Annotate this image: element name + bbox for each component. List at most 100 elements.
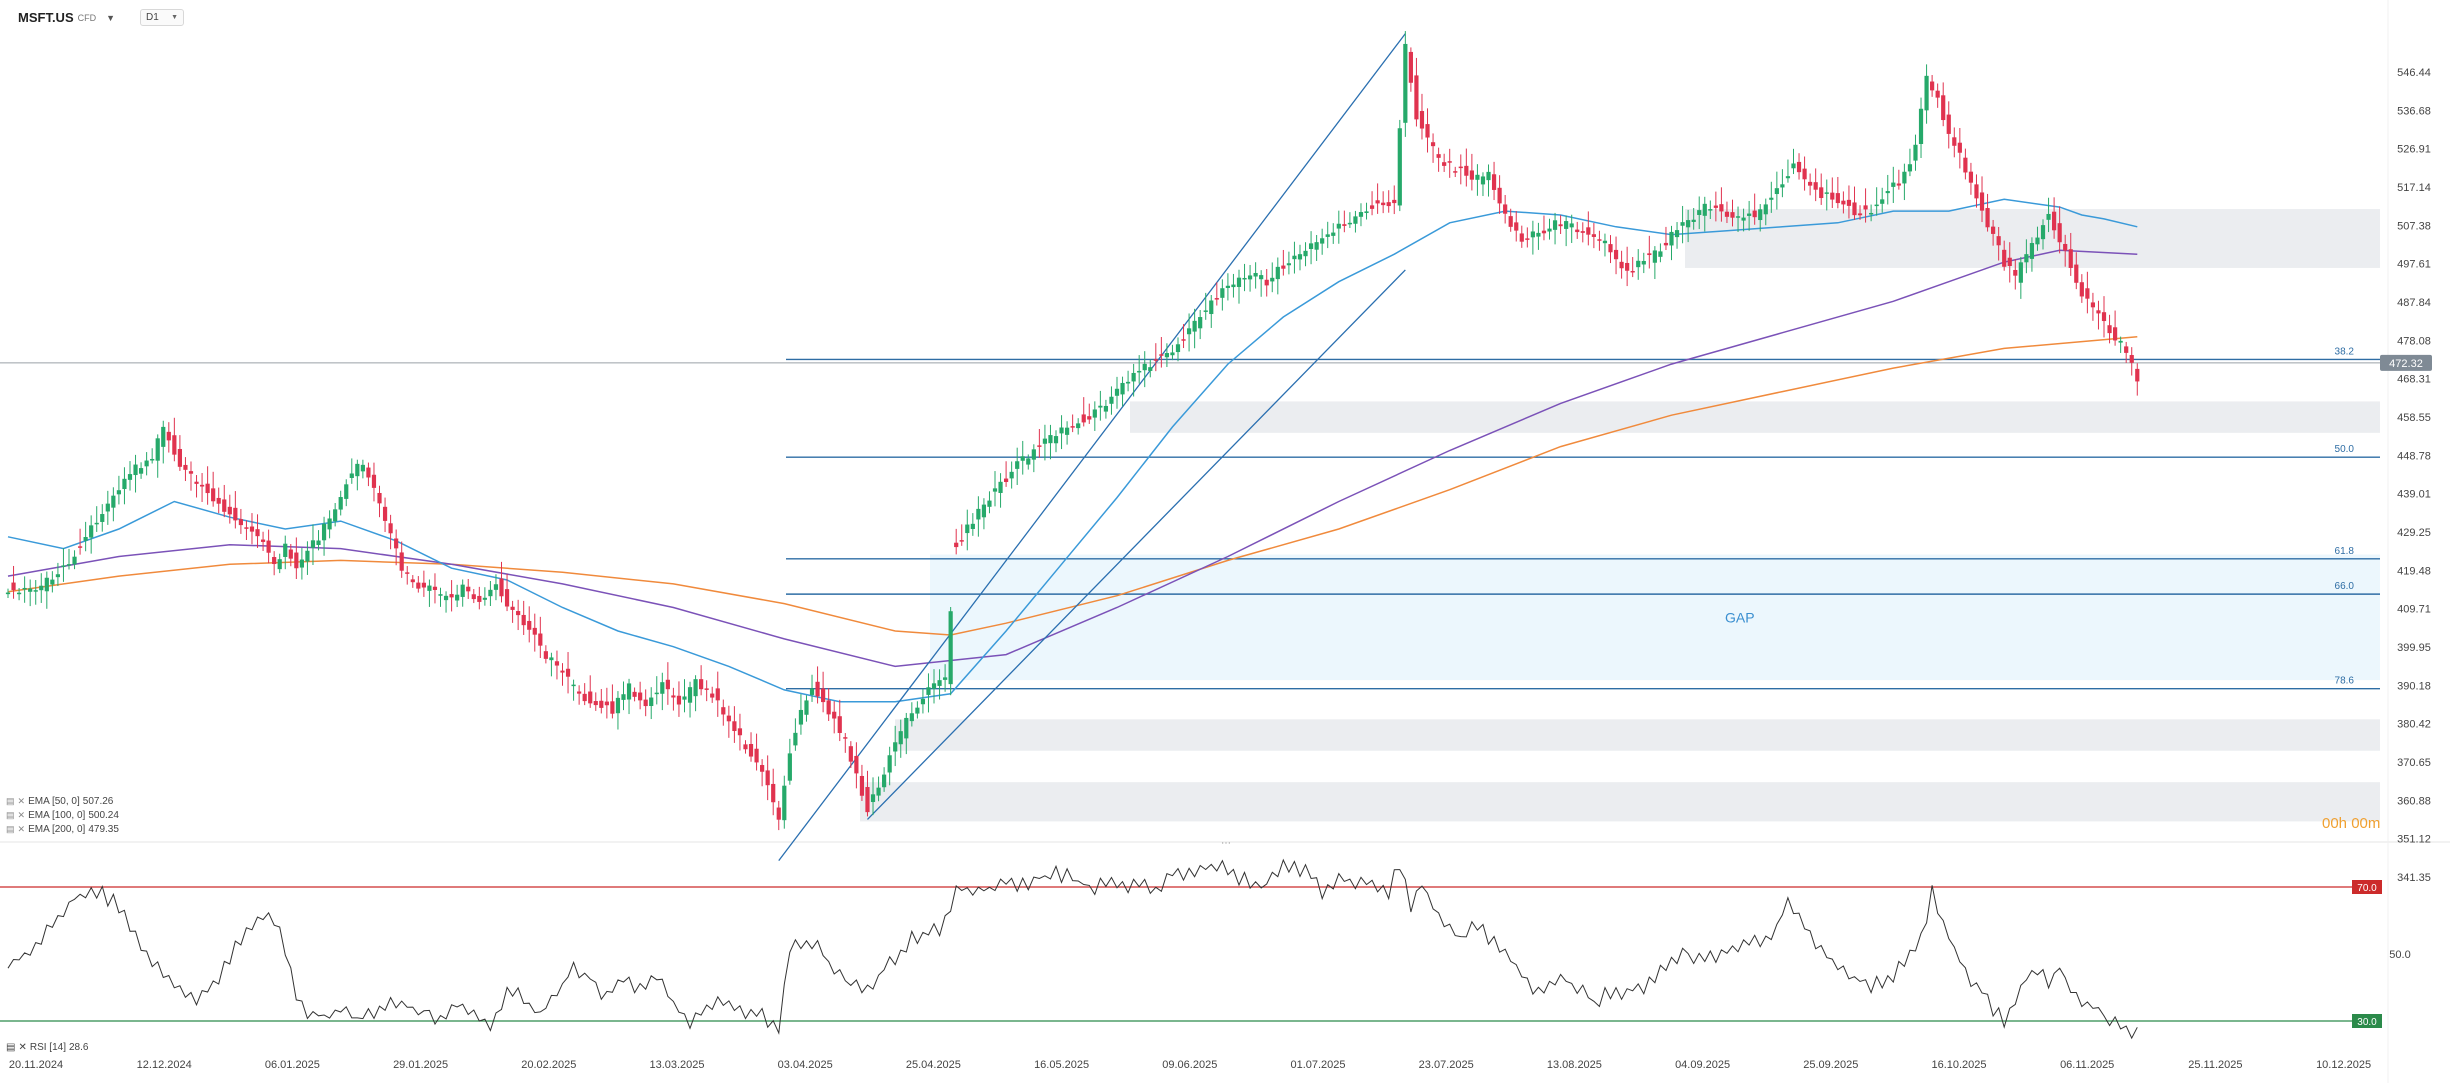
candle-body [710,693,715,698]
candle-body [954,542,959,548]
candle-body [2029,243,2035,259]
candle-body [987,500,992,507]
date-axis-tick: 06.01.2025 [265,1059,320,1071]
settings-icon[interactable]: ▤ [6,824,15,834]
candle-body [965,524,970,534]
candle-body [1780,184,1785,188]
candle-body [1902,171,1907,184]
candle-body [1209,300,1214,315]
candle-body [1331,232,1336,236]
candle-body [449,594,454,598]
candle-body [1857,213,1863,216]
settings-icon[interactable]: ▤ [6,796,15,806]
candle-body [2135,368,2140,382]
candle-body [1852,202,1857,216]
candle-body [848,746,853,762]
candle-body [477,595,482,602]
candle-body [1530,231,1535,238]
candle-body [188,471,194,474]
candle-body [1464,165,1469,176]
candle-body [1397,128,1402,206]
candle-body [793,732,798,746]
candle-body [1774,188,1779,195]
candle-body [1181,339,1186,341]
price-axis-tick: 380.42 [2397,719,2431,731]
close-icon[interactable]: ✕ [17,824,26,834]
settings-icon[interactable]: ▤ [6,810,15,820]
candle-body [2107,325,2112,334]
candle-body [1381,202,1386,206]
candle-body [726,715,731,722]
candle-body [1419,111,1425,129]
rsi-axis-tick: 50.0 [2389,949,2410,961]
symbol-selector[interactable]: MSFT.US CFD ▼ [18,10,115,25]
candle-body [2129,355,2134,363]
candle-body [1536,232,1541,237]
candle-body [1547,228,1552,232]
timeframe-selector[interactable]: D1 ▼ [140,9,184,26]
price-axis-tick: 341.35 [2397,872,2431,884]
candle-body [1053,436,1059,444]
fib-level-label: 78.6 [2335,676,2355,687]
candle-body [593,701,598,706]
candle-body [1242,277,1247,280]
zone-rect [895,719,2380,751]
close-icon[interactable]: ✕ [17,796,26,806]
candle-body [50,579,55,585]
candle-body [388,523,393,534]
candle-body [920,698,926,705]
candle-body [366,467,371,478]
candle-body [1647,253,1652,256]
candle-body [72,556,77,565]
candle-body [771,783,776,803]
candle-body [1880,199,1885,204]
candle-body [1137,370,1142,373]
candle-body [1813,182,1818,190]
candle-body [1652,250,1657,263]
candle-body [1186,328,1192,335]
candle-body [815,681,820,697]
candle-body [222,499,227,512]
close-icon[interactable]: ✕ [18,1042,27,1053]
price-axis-tick: 351.12 [2397,834,2431,846]
ema50-label: EMA [50, 0] [28,796,80,807]
candle-body [338,497,343,510]
candle-body [1930,81,1935,91]
date-axis-tick: 20.02.2025 [521,1059,576,1071]
price-axis-tick: 458.55 [2397,412,2431,424]
candle-body [294,552,299,569]
candle-body [1708,209,1713,211]
candle-body [926,687,931,695]
candle-body [2118,340,2123,343]
settings-icon[interactable]: ▤ [6,1042,16,1053]
candle-body [1991,226,1996,234]
date-axis-tick: 12.12.2024 [137,1059,192,1071]
candle-body [1702,203,1707,216]
candle-body [1808,181,1813,186]
rsi-value: 28.6 [68,1042,89,1053]
candle-body [1292,255,1297,260]
candle-body [1630,270,1635,273]
candle-body [549,657,554,661]
candle-body [1730,212,1735,218]
candle-body [277,559,282,570]
candle-body [460,584,465,597]
candle-body [482,597,487,600]
candle-body [244,527,249,529]
candle-body [1907,164,1913,172]
price-axis-tick: 439.01 [2397,489,2431,501]
date-axis-tick: 25.11.2025 [2188,1059,2242,1071]
close-icon[interactable]: ✕ [17,810,26,820]
candle-body [455,594,460,601]
fib-level-label: 50.0 [2335,444,2355,455]
pane-resize-handle: ⋯ [1221,838,1231,849]
candle-body [1076,423,1081,429]
candle-body [2096,310,2101,314]
candle-body [1220,288,1225,298]
candle-body [554,661,560,666]
candle-body [382,506,388,521]
candle-body [693,679,698,697]
candle-body [1087,416,1092,420]
candle-body [260,539,266,542]
